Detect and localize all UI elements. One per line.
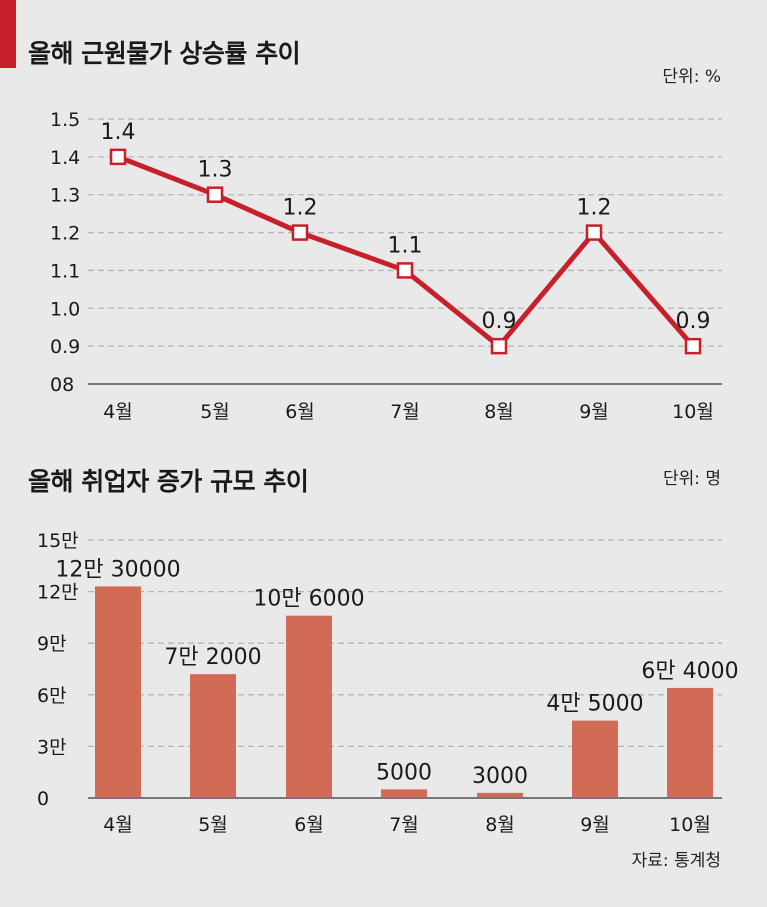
accent-bar — [0, 0, 16, 68]
line-data-label: 0.9 — [482, 309, 517, 334]
line-x-tick-label: 4월 — [103, 401, 133, 423]
line-x-tick-label: 5월 — [200, 401, 230, 423]
bar-chart-unit: 단위: 명 — [662, 469, 721, 489]
line-y-tick-label: 1.4 — [50, 147, 80, 169]
bar-1 — [95, 586, 141, 798]
line-point-marker — [206, 186, 224, 203]
bar-x-tick-label: 6월 — [294, 814, 324, 836]
line-point-marker — [291, 224, 309, 241]
bar-x-tick-label: 5월 — [198, 814, 228, 836]
bar-data-label: 6만 4000 — [641, 659, 738, 684]
line-x-tick-label: 8월 — [484, 401, 514, 423]
bar-x-tick-label: 9월 — [580, 814, 610, 836]
source-note: 자료: 통계청 — [631, 851, 721, 871]
bar-data-label: 10만 6000 — [253, 587, 364, 612]
line-point-marker — [396, 262, 414, 279]
bar-data-label: 5000 — [376, 760, 432, 785]
line-y-tick-label: 1.1 — [50, 260, 80, 282]
bar-data-label: 12만 30000 — [55, 557, 180, 582]
line-y-tick-label: 1.3 — [50, 185, 80, 207]
bar-7 — [667, 687, 713, 798]
line-data-label: 1.4 — [101, 120, 136, 145]
bar-y-tick-label: 15만 — [37, 530, 79, 552]
line-x-tick-label: 6월 — [285, 401, 315, 423]
bar-data-label: 7만 2000 — [164, 645, 261, 670]
line-y-tick-label: 08 — [50, 374, 74, 396]
line-point-marker — [585, 224, 603, 241]
bar-data-label: 4만 5000 — [546, 692, 643, 717]
line-data-label: 1.2 — [283, 196, 318, 221]
bar-6 — [572, 720, 618, 798]
line-data-label: 0.9 — [676, 309, 711, 334]
line-y-tick-label: 0.9 — [50, 336, 80, 358]
line-y-tick-label: 1.5 — [50, 109, 80, 131]
line-x-tick-label: 7월 — [390, 401, 420, 423]
line-y-tick-label: 1.2 — [50, 223, 80, 245]
bar-y-tick-label: 9만 — [37, 633, 67, 655]
line-point-marker — [490, 337, 508, 355]
bar-4 — [381, 789, 427, 798]
line-y-tick-label: 1.0 — [50, 298, 80, 320]
bar-chart-title: 올해 취업자 증가 규모 추이 — [28, 467, 309, 496]
line-x-tick-label: 10월 — [672, 401, 714, 423]
bar-data-label: 3000 — [472, 764, 528, 789]
bar-3 — [286, 615, 332, 798]
line-data-label: 1.1 — [388, 233, 423, 258]
line-point-marker — [109, 148, 127, 166]
bar-y-tick-label: 6만 — [37, 685, 67, 707]
bar-x-tick-label: 8월 — [485, 814, 515, 836]
bar-2 — [190, 674, 236, 798]
bar-x-tick-label: 7월 — [389, 814, 419, 836]
line-data-label: 1.2 — [577, 196, 612, 221]
bar-x-tick-label: 4월 — [103, 814, 133, 836]
bar-5 — [477, 792, 523, 798]
bar-y-tick-label: 3만 — [37, 736, 67, 758]
line-chart-title: 올해 근원물가 상승률 추이 — [28, 39, 301, 68]
line-chart-unit: 단위: % — [662, 67, 721, 87]
bar-y-tick-label: 12만 — [37, 582, 79, 604]
line-point-marker — [684, 337, 702, 355]
bar-y-tick-label: 0 — [37, 788, 49, 810]
line-data-label: 1.3 — [198, 158, 233, 183]
line-x-tick-label: 9월 — [579, 401, 609, 423]
bar-x-tick-label: 10월 — [669, 814, 711, 836]
